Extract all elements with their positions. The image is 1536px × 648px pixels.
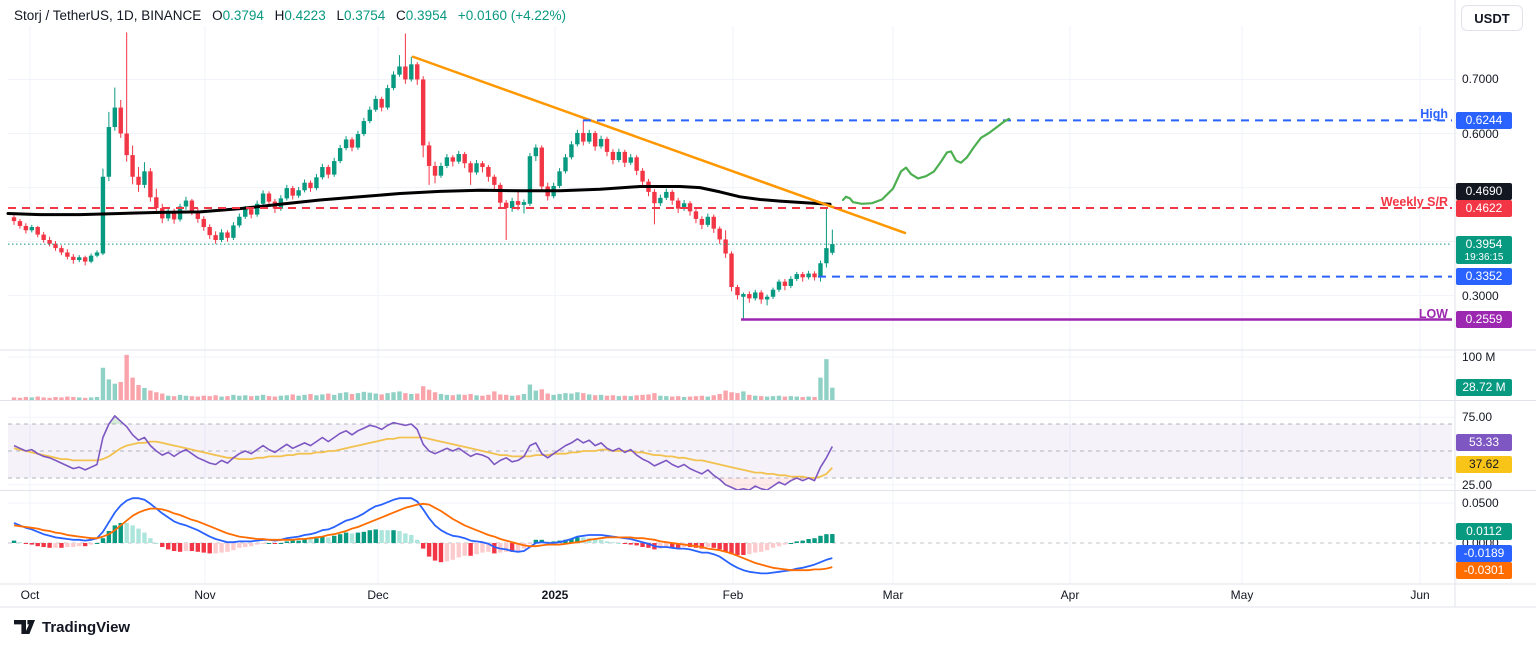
price-badge-0.4690: 0.4690: [1456, 182, 1512, 200]
price-badge-0.6244: 0.6244: [1456, 111, 1512, 129]
time-axis-label-Dec: Dec: [367, 588, 389, 602]
low-label: L: [336, 8, 344, 23]
macd-badge-0.0112: 0.0112: [1456, 522, 1512, 540]
macd-badge--0.0301: -0.0301: [1456, 561, 1512, 579]
volume-badge: 28.72 M: [1456, 379, 1512, 397]
tradingview-logo[interactable]: TradingView: [14, 619, 130, 636]
close-label: C: [396, 8, 406, 23]
countdown-timer: 19:36:15: [1464, 251, 1504, 263]
price-axis-label-0.7000: 0.7000: [1462, 72, 1499, 87]
open-label: O: [212, 8, 223, 23]
time-axis-label-May: May: [1230, 588, 1254, 602]
chart-legend: Storj / TetherUS, 1D, BINANCE O0.3794 H0…: [14, 8, 566, 23]
time-axis-label-Oct: Oct: [20, 588, 40, 602]
rsi-badge-37.62: 37.62: [1456, 456, 1512, 474]
tradingview-brand-text: TradingView: [42, 619, 131, 636]
macd-badge--0.0189: -0.0189: [1456, 544, 1512, 562]
time-axis-label-Nov: Nov: [194, 588, 216, 602]
time-axis-label-Jun: Jun: [1410, 588, 1430, 602]
price-badge-0.2559: 0.2559: [1456, 311, 1512, 328]
symbol-title[interactable]: Storj / TetherUS, 1D, BINANCE: [14, 8, 202, 23]
time-axis-label-Mar: Mar: [882, 588, 904, 602]
price-axis-label-0.3000: 0.3000: [1462, 288, 1499, 303]
change-value: +0.0160 (+4.22%): [457, 8, 566, 23]
rsi-badge-53.33: 53.33: [1456, 434, 1512, 451]
low-annotation: LOW: [1418, 306, 1448, 321]
high-annotation: High: [1420, 107, 1448, 122]
currency-toggle-button[interactable]: USDT: [1461, 5, 1523, 31]
volume-axis-label: 100 M: [1462, 350, 1496, 364]
time-axis-label-2025: 2025: [541, 588, 569, 602]
macd-axis-label-0.0500: 0.0500: [1462, 496, 1499, 510]
price-badge-0.3352: 0.3352: [1456, 268, 1512, 286]
rsi-axis-label-25.00: 25.00: [1462, 477, 1493, 492]
price-badge-0.3954: 0.3954 19:36:15: [1456, 235, 1512, 264]
weekly-sr-annotation: Weekly S/R: [1380, 195, 1448, 209]
price-axis-label-0.6000: 0.6000: [1462, 126, 1499, 141]
high-value: 0.4223: [284, 8, 326, 23]
high-label: H: [274, 8, 285, 23]
close-value: 0.3954: [405, 8, 448, 23]
tradingview-mark-icon: [14, 620, 35, 634]
open-value: 0.3794: [222, 8, 264, 23]
low-value: 0.3754: [343, 8, 386, 23]
time-axis-label-Apr: Apr: [1060, 588, 1080, 602]
price-badge-0.4622: 0.4622: [1456, 199, 1512, 217]
rsi-axis-label-75.00: 75.00: [1462, 410, 1493, 425]
time-axis-label-Feb: Feb: [722, 588, 744, 602]
